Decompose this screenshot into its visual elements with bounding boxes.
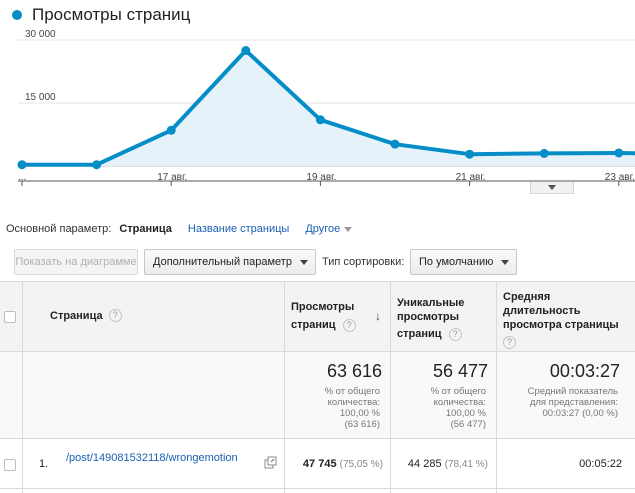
column-header-pageviews-line2: страниц ? bbox=[291, 318, 356, 332]
series-line bbox=[22, 48, 635, 167]
pageviews-chart: 30 000 15 000 ... 17 авг. 19 авг. 21 авг. 23 … bbox=[17, 29, 635, 186]
total-unique-share: % от общего количества: 100,00 % (56 477… bbox=[430, 386, 486, 430]
total-pageviews-share: % от общего количества: 100,00 % (63 616… bbox=[324, 386, 380, 430]
row-index: 1. bbox=[39, 458, 49, 470]
dimension-other-dropdown[interactable]: Другое bbox=[305, 223, 353, 235]
x-tick-label: 19 авг. bbox=[306, 172, 336, 183]
primary-dimension-bar: Основной параметр: Страница Название стр… bbox=[6, 221, 353, 237]
data-point[interactable] bbox=[539, 148, 549, 158]
select-all-checkbox[interactable] bbox=[4, 311, 16, 323]
chart-title: Просмотры страниц bbox=[12, 4, 190, 26]
column-header-pageviews[interactable]: Просмотры страниц ? bbox=[291, 300, 356, 332]
primary-dimension-label: Основной параметр: bbox=[6, 223, 112, 235]
data-point[interactable] bbox=[465, 149, 475, 159]
dimension-page-title[interactable]: Название страницы bbox=[187, 223, 290, 235]
total-unique-pageviews: 56 477 bbox=[432, 361, 488, 381]
column-header-avg-line3: просмотра страницы bbox=[503, 319, 619, 331]
row-pageviews: 47 745 (75,05 %) bbox=[302, 458, 383, 470]
data-point[interactable] bbox=[166, 125, 176, 135]
row-unique-pageviews: 44 285 (78,41 %) bbox=[407, 458, 488, 470]
row-checkbox[interactable] bbox=[4, 459, 16, 471]
chevron-down-icon bbox=[548, 185, 556, 190]
row-page-link[interactable]: /post/149081532118/wrongemotion bbox=[66, 452, 238, 464]
x-tick-label: 17 авг. bbox=[157, 172, 187, 183]
x-tick-label: 23 авг. bbox=[605, 172, 635, 183]
help-icon[interactable]: ? bbox=[108, 309, 122, 322]
row-avg-time: 00:05:22 bbox=[579, 458, 622, 470]
caret-down-icon bbox=[344, 226, 353, 232]
x-tick-label: ... bbox=[18, 172, 26, 183]
legend-dot-icon bbox=[12, 10, 22, 20]
column-header-page[interactable]: Страница ? bbox=[50, 309, 122, 322]
sort-type-label: Тип сортировки: bbox=[322, 256, 405, 268]
column-header-avg-time[interactable]: Средняя длительность просмотра страницы … bbox=[503, 290, 619, 349]
table-header bbox=[0, 281, 635, 351]
column-header-unique-line3: страниц ? bbox=[397, 327, 464, 341]
help-icon[interactable]: ? bbox=[342, 318, 356, 332]
help-icon[interactable]: ? bbox=[448, 327, 462, 341]
chart-title-text: Просмотры страниц bbox=[32, 5, 191, 24]
data-point[interactable] bbox=[614, 148, 624, 158]
column-header-unique-pageviews[interactable]: Уникальные просмотры страниц ? bbox=[397, 296, 464, 341]
table-totals-row bbox=[0, 351, 635, 438]
series-area bbox=[22, 50, 635, 166]
sort-type-select[interactable]: По умолчанию bbox=[410, 249, 517, 275]
plot-rows-button[interactable]: Показать на диаграмме bbox=[14, 249, 138, 275]
secondary-dimension-value: Дополнительный параметр bbox=[153, 256, 292, 268]
sort-type-value: По умолчанию bbox=[419, 256, 494, 268]
column-header-page-label: Страница bbox=[50, 309, 103, 322]
dimension-other-label: Другое bbox=[305, 223, 341, 235]
y-tick-label: 30 000 bbox=[25, 29, 56, 40]
open-external-icon[interactable] bbox=[264, 456, 277, 469]
data-point[interactable] bbox=[17, 160, 27, 170]
total-avg-time-note: Средний показатель для представления: 00… bbox=[527, 386, 618, 419]
help-icon[interactable]: ? bbox=[503, 335, 516, 349]
column-header-avg-line2: длительность bbox=[503, 305, 581, 317]
caret-down-icon bbox=[501, 259, 510, 265]
chart-expand-toggle[interactable] bbox=[530, 182, 574, 194]
column-header-avg-line1: Средняя bbox=[503, 291, 551, 303]
data-point[interactable] bbox=[315, 115, 325, 125]
caret-down-icon bbox=[299, 259, 308, 265]
sort-descending-icon[interactable]: ↓ bbox=[375, 309, 381, 323]
dimension-page: Страница bbox=[119, 223, 172, 235]
data-point[interactable] bbox=[92, 160, 102, 170]
data-point[interactable] bbox=[390, 139, 400, 149]
secondary-dimension-select[interactable]: Дополнительный параметр bbox=[144, 249, 316, 275]
total-pageviews: 63 616 bbox=[326, 361, 382, 381]
x-tick-label: 21 авг. bbox=[456, 172, 486, 183]
column-header-unique-line1: Уникальные bbox=[397, 297, 465, 309]
y-tick-label: 15 000 bbox=[25, 92, 56, 103]
column-header-unique-line2: просмотры bbox=[397, 311, 459, 323]
data-point[interactable] bbox=[241, 46, 251, 55]
total-avg-time: 00:03:27 bbox=[549, 361, 620, 381]
column-header-pageviews-line1: Просмотры bbox=[291, 301, 355, 313]
